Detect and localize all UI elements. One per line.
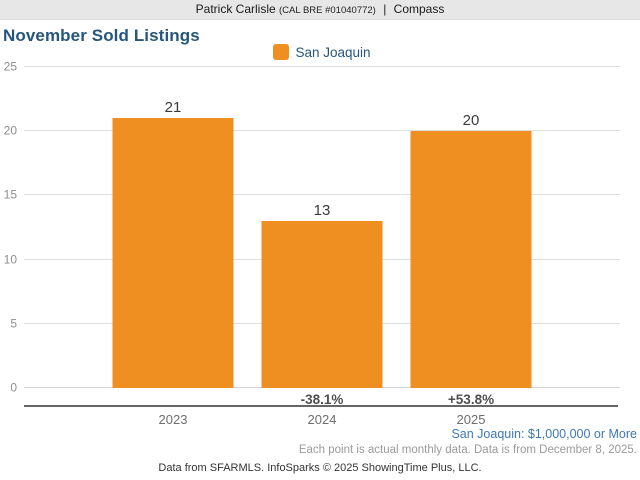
y-axis-tick-label: 5 bbox=[10, 316, 17, 331]
gridline-y-20 bbox=[24, 130, 620, 132]
y-axis-tick-label: 0 bbox=[10, 380, 17, 395]
legend-swatch-icon bbox=[273, 44, 290, 60]
x-axis-line bbox=[24, 405, 618, 407]
bar-group-2024: 13 bbox=[261, 202, 383, 388]
chart-title: November Sold Listings bbox=[3, 26, 200, 45]
x-axis-tick-label: 2025 bbox=[456, 412, 486, 427]
agent-license: (CAL BRE #01040772) bbox=[279, 5, 376, 16]
bar-value-label: 13 bbox=[313, 202, 331, 220]
bar-value-label: 21 bbox=[164, 99, 182, 117]
brokerage-name: Compass bbox=[393, 2, 445, 16]
report-header: Patrick Carlisle (CAL BRE #01040772) | C… bbox=[0, 0, 640, 20]
bar-chart-plot-area: 0 5 10 15 20 25 21 2023 13 -38.1% 2024 20 +53.8% 2025 bbox=[4, 60, 620, 427]
x-axis-tick-label: 2024 bbox=[307, 412, 337, 427]
bar-value-label: 20 bbox=[462, 112, 480, 130]
bar-2025[interactable] bbox=[410, 131, 532, 388]
bar-2024[interactable] bbox=[261, 221, 383, 388]
legend-series-label: San Joaquin bbox=[295, 45, 371, 60]
x-axis-tick-label: 2023 bbox=[158, 412, 188, 427]
bar-group-2023: 21 bbox=[112, 99, 234, 388]
bar-2023[interactable] bbox=[112, 118, 234, 388]
header-separator: | bbox=[383, 2, 387, 16]
series-filter-note: San Joaquin: $1,000,000 or More bbox=[451, 427, 637, 441]
agent-name: Patrick Carlisle bbox=[195, 2, 276, 16]
chart-legend[interactable]: San Joaquin bbox=[24, 44, 620, 62]
y-axis-tick-label: 25 bbox=[3, 59, 17, 74]
bar-group-2025: 20 bbox=[410, 112, 532, 388]
y-axis-tick-label: 15 bbox=[3, 188, 17, 203]
pct-change-label: +53.8% bbox=[447, 392, 495, 407]
data-date-note: Each point is actual monthly data. Data … bbox=[298, 444, 637, 456]
attribution-footer: Data from SFARMLS. InfoSparks © 2025 Sho… bbox=[158, 462, 482, 474]
y-axis-tick-label: 20 bbox=[3, 123, 17, 138]
pct-change-label: -38.1% bbox=[300, 392, 344, 407]
gridline-y-15 bbox=[24, 194, 620, 196]
gridline-y-25 bbox=[24, 66, 620, 67]
y-axis-tick-label: 10 bbox=[3, 252, 17, 267]
